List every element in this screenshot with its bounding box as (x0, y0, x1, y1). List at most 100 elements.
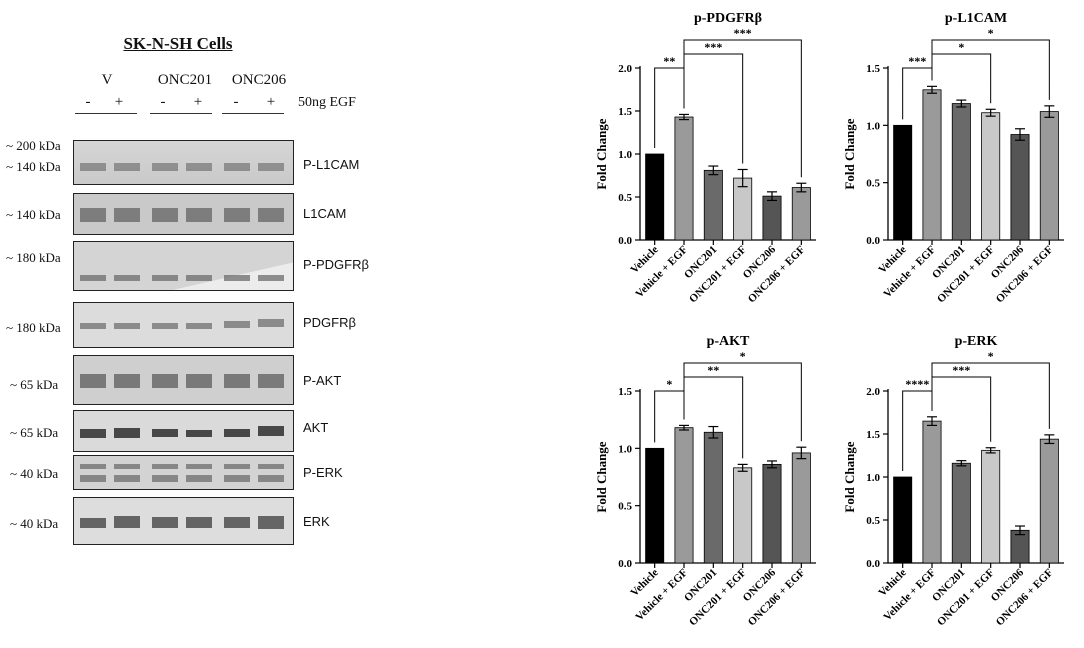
group-label-onc206: ONC206 (231, 72, 287, 88)
kda-marker-40-perk: ~ 40 kDa (10, 466, 59, 481)
y-axis-label: Fold Change (842, 441, 857, 512)
group-underline-v (75, 113, 137, 114)
band-row-akt (80, 426, 284, 438)
band-row-pdgfrb (80, 319, 284, 329)
blot-title: SK-N-SH Cells (123, 34, 233, 53)
y-tick-label: 0.0 (866, 235, 880, 247)
band-label-akt: AKT (303, 420, 329, 435)
y-tick-label: 0.5 (866, 178, 880, 190)
significance-bracket (683, 362, 802, 442)
significance-label: *** (908, 54, 926, 68)
chart-title: p-PDGFRβ (694, 11, 762, 26)
significance-label: **** (905, 377, 929, 391)
significance-label: * (958, 40, 964, 54)
significance-label: ** (707, 363, 719, 377)
egf-label: 50ng EGF (298, 95, 356, 110)
lane-sign-5: - (233, 94, 239, 110)
band-label-l1cam: L1CAM (303, 206, 347, 221)
bar-onc201 (951, 103, 971, 241)
y-tick-label: 0.5 (618, 192, 632, 204)
bar-onc201-egf (981, 112, 1001, 241)
significance-label: *** (952, 363, 970, 377)
bar-vehicle (645, 447, 665, 564)
chart-title: p-L1CAM (945, 11, 1007, 26)
band-label-p-akt: P-AKT (303, 373, 342, 388)
kda-marker-180-pdgfr: ~ 180 kDa (6, 320, 61, 335)
y-tick-label: 1.0 (618, 149, 632, 161)
bar-vehicle (893, 476, 913, 564)
kda-marker-65-pakt: ~ 65 kDa (10, 377, 59, 392)
bar-onc201-egf (733, 467, 753, 564)
lane-sign-1: - (85, 94, 91, 110)
bar-vehicle (893, 124, 913, 241)
significance-bracket (931, 362, 1050, 429)
bar-onc206-egf (1039, 111, 1059, 241)
bar-onc206 (1010, 134, 1030, 241)
chart-title: p-ERK (955, 334, 998, 349)
lane-sign-4: + (193, 94, 203, 110)
kda-marker-200: ~ 200 kDa (6, 138, 61, 153)
lane-sign-3: - (160, 94, 166, 110)
kda-marker-140-pl1cam: ~ 140 kDa (6, 159, 61, 174)
group-underline-onc201 (150, 113, 212, 114)
significance-label: *** (734, 26, 752, 40)
blot-strip-p-erk (73, 455, 294, 490)
group-label-v: V (101, 72, 113, 88)
bar-onc201-egf (733, 177, 753, 241)
bar-onc206-egf (791, 452, 811, 564)
bar-vehicle (645, 153, 665, 241)
band-row-p-pdgfrb (80, 262, 293, 290)
significance-label: * (988, 26, 994, 40)
blot-strip-pdgfrb (73, 302, 294, 348)
kda-marker-65-akt: ~ 65 kDa (10, 425, 59, 440)
y-tick-label: 1.0 (618, 443, 632, 455)
y-tick-label: 1.5 (866, 429, 880, 441)
blot-strip-akt (73, 410, 294, 452)
y-tick-label: 1.5 (866, 63, 880, 75)
y-tick-label: 2.0 (866, 386, 880, 398)
y-tick-label: 0.0 (618, 235, 632, 247)
band-row-p-erk (80, 464, 284, 482)
significance-label: ** (663, 54, 675, 68)
y-tick-label: 0.5 (866, 515, 880, 527)
chart-title: p-AKT (707, 334, 750, 349)
band-label-erk: ERK (303, 514, 330, 529)
band-row-erk (80, 516, 284, 529)
significance-label: *** (704, 40, 722, 54)
bar-onc206 (1010, 529, 1030, 564)
bar-onc206-egf (791, 187, 811, 241)
lane-sign-6: + (266, 94, 276, 110)
band-row-p-akt (80, 374, 284, 388)
y-tick-label: 2.0 (618, 63, 632, 75)
bar-onc201-egf (981, 449, 1001, 564)
bar-onc206-egf (1039, 438, 1059, 564)
y-axis-label: Fold Change (594, 118, 609, 189)
group-underline-onc206 (222, 113, 284, 114)
kda-marker-180-ppdgfr: ~ 180 kDa (6, 250, 61, 265)
bar-onc201 (951, 462, 971, 564)
significance-label: * (988, 349, 994, 363)
band-row-p-l1cam (80, 163, 284, 171)
blot-strip-p-l1cam (73, 140, 294, 185)
y-tick-label: 0.5 (618, 501, 632, 513)
blot-strip-p-pdgfrb (73, 241, 294, 291)
bar-vehicle-egf (922, 420, 942, 564)
bar-vehicle-egf (674, 116, 694, 241)
y-tick-label: 1.0 (866, 120, 880, 132)
y-tick-label: 0.0 (618, 558, 632, 570)
significance-label: * (666, 377, 672, 391)
y-axis-label: Fold Change (842, 118, 857, 189)
y-tick-label: 1.0 (866, 472, 880, 484)
blot-strip-p-akt (73, 355, 294, 405)
kda-marker-140-l1cam: ~ 140 kDa (6, 207, 61, 222)
kda-marker-40-erk: ~ 40 kDa (10, 516, 59, 531)
lane-sign-2: + (114, 94, 124, 110)
bar-onc201 (703, 169, 723, 241)
blot-strip-erk (73, 497, 294, 545)
significance-bracket (683, 39, 802, 178)
bar-vehicle-egf (674, 427, 694, 564)
bar-onc206 (762, 463, 782, 564)
band-label-p-erk: P-ERK (303, 465, 343, 480)
